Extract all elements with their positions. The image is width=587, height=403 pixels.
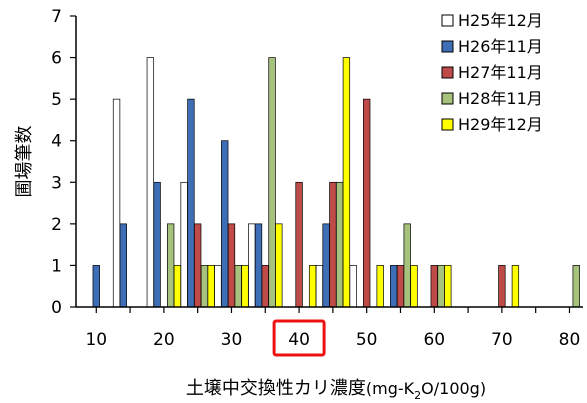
x-axis-title-unit-close: O/100g) xyxy=(421,379,486,398)
y-tick-label: 7 xyxy=(51,7,62,27)
y-axis-ticks: 0 1 2 3 4 5 6 7 xyxy=(51,7,76,318)
bar-1-5 xyxy=(248,223,256,308)
legend-label-1: H25年12月 xyxy=(458,11,543,30)
bar-3-7 xyxy=(396,265,405,308)
y-tick-label: 2 xyxy=(51,215,62,235)
bar-4-5 xyxy=(335,181,344,308)
bar-2-1 xyxy=(92,265,100,308)
legend-label-3: H27年11月 xyxy=(458,63,543,82)
bar-5-4 xyxy=(275,223,283,308)
x-tick-label-60: 60 xyxy=(423,330,445,350)
bar-5-3 xyxy=(241,265,249,308)
legend: H25年12月 H26年11月 H27年11月 H28年11月 H29年12月 xyxy=(441,11,543,134)
highlighted-tick-box xyxy=(272,319,326,357)
bar-5-8 xyxy=(410,265,418,308)
legend-label-5: H29年12月 xyxy=(458,115,543,134)
bar-4-8 xyxy=(572,265,580,308)
bar-1-7 xyxy=(349,265,357,308)
legend-swatch-3 xyxy=(441,66,454,79)
legend-swatch-4 xyxy=(441,92,454,105)
legend-swatch-2 xyxy=(441,40,454,53)
x-tick-label-70: 70 xyxy=(491,330,513,350)
bar-3-3 xyxy=(261,265,269,308)
x-axis-ticks: 10 20 30 40 50 60 70 80 xyxy=(85,307,580,350)
bar-1-3 xyxy=(180,181,188,308)
bar-2-3 xyxy=(153,181,161,308)
bar-4-3 xyxy=(234,265,242,308)
x-axis-title-unit-subscript: 2 xyxy=(414,389,421,402)
y-tick-label: 1 xyxy=(51,256,62,276)
bar-1-6 xyxy=(315,265,324,308)
bar-5-9 xyxy=(444,265,452,308)
legend-swatch-5 xyxy=(441,118,454,131)
x-axis-title-unit-open: (mg-K xyxy=(366,379,415,398)
bar-4-4 xyxy=(268,57,276,308)
bar-2-4 xyxy=(187,98,195,308)
bar-4-6 xyxy=(403,223,411,308)
bar-4-7 xyxy=(437,265,445,308)
x-tick-label-30: 30 xyxy=(221,330,243,350)
bar-3-5 xyxy=(329,181,337,308)
bars-layer xyxy=(92,57,580,308)
bar-3-2 xyxy=(227,223,236,308)
x-axis-title-main: 土壌中交換性カリ濃度 xyxy=(186,378,366,399)
legend-swatch-1 xyxy=(441,14,454,27)
y-tick-label: 0 xyxy=(51,298,62,318)
bar-5-10 xyxy=(511,265,520,308)
x-tick-label-50: 50 xyxy=(356,330,378,350)
bar-3-4 xyxy=(295,181,303,308)
bar-5-6 xyxy=(342,57,351,308)
y-tick-label: 4 xyxy=(51,132,62,152)
bar-1-4 xyxy=(214,265,222,308)
bar-4-1 xyxy=(166,223,175,308)
bar-5-1 xyxy=(173,265,182,308)
x-tick-label-20: 20 xyxy=(153,330,175,350)
bar-3-9 xyxy=(498,265,506,308)
y-axis-title: 圃場筆数 xyxy=(14,126,35,198)
bar-3-1 xyxy=(194,223,202,308)
y-tick-label: 3 xyxy=(51,173,62,193)
bar-1-1 xyxy=(112,98,121,308)
x-tick-label-10: 10 xyxy=(85,330,107,350)
bar-2-6 xyxy=(254,223,263,308)
bar-2-5 xyxy=(221,140,229,308)
bar-2-8 xyxy=(390,265,398,308)
bar-5-2 xyxy=(207,265,215,308)
bar-3-8 xyxy=(430,265,438,308)
x-tick-label-40: 40 xyxy=(288,330,310,350)
y-tick-label: 6 xyxy=(51,49,62,69)
x-axis-title: 土壌中交換性カリ濃度(mg-K2O/100g) xyxy=(186,378,486,402)
bar-1-2 xyxy=(146,57,155,308)
bar-3-6 xyxy=(363,98,371,308)
bar-2-7 xyxy=(322,223,330,308)
y-tick-label: 5 xyxy=(51,90,62,110)
bar-2-2 xyxy=(119,223,127,308)
bar-5-7 xyxy=(376,265,384,308)
x-tick-label-80: 80 xyxy=(559,330,581,350)
legend-label-2: H26年11月 xyxy=(458,37,543,56)
bar-4-2 xyxy=(200,265,209,308)
bar-5-5 xyxy=(308,265,317,308)
legend-label-4: H28年11月 xyxy=(458,89,543,108)
